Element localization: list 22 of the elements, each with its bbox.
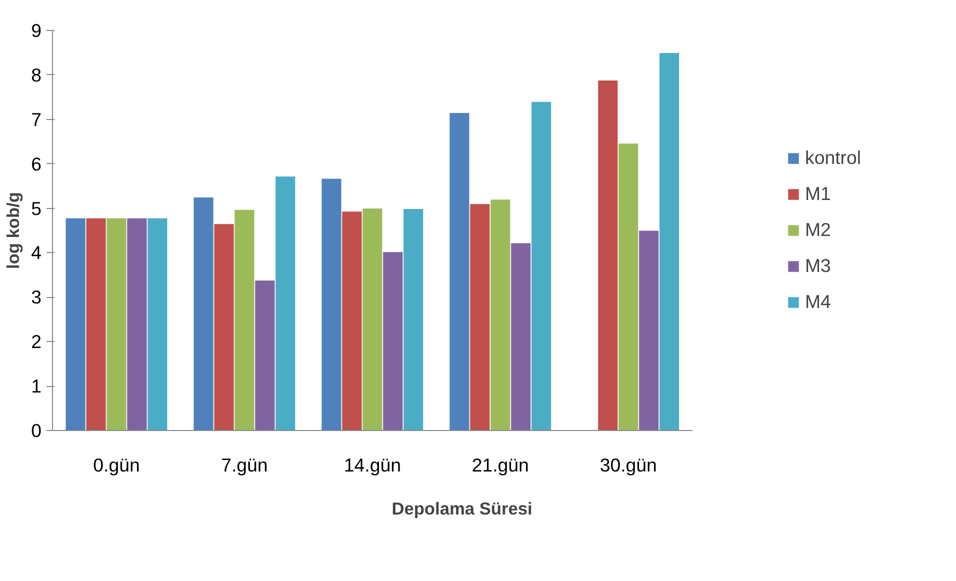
legend-label: M3	[805, 255, 831, 277]
legend-label: M2	[805, 219, 831, 241]
y-tick-label: 2	[31, 331, 42, 352]
legend-label: M1	[805, 183, 831, 205]
x-tick-label: 0.gün	[93, 454, 140, 476]
legend-label: M4	[805, 291, 831, 313]
x-tick-label: 7.gün	[221, 454, 268, 476]
y-tick-label: 7	[31, 108, 42, 130]
y-tick-label: 8	[31, 64, 42, 86]
x-tick-label: 30.gün	[600, 454, 657, 476]
y-tick-label: 5	[31, 198, 42, 219]
y-axis-title: log kob/g	[3, 192, 24, 269]
y-tick-label: 1	[31, 376, 42, 397]
y-tick-label: 9	[31, 20, 42, 41]
legend-label: kontrol	[805, 147, 861, 169]
x-axis-title: Depolama Süresi	[392, 498, 532, 518]
y-tick-label: 3	[31, 286, 42, 308]
x-tick-label: 21.gün	[472, 454, 529, 476]
x-tick-label: 14.gün	[344, 454, 401, 476]
y-tick-label: 6	[31, 153, 42, 174]
y-tick-label: 4	[31, 242, 42, 264]
y-tick-label: 0	[31, 420, 42, 441]
